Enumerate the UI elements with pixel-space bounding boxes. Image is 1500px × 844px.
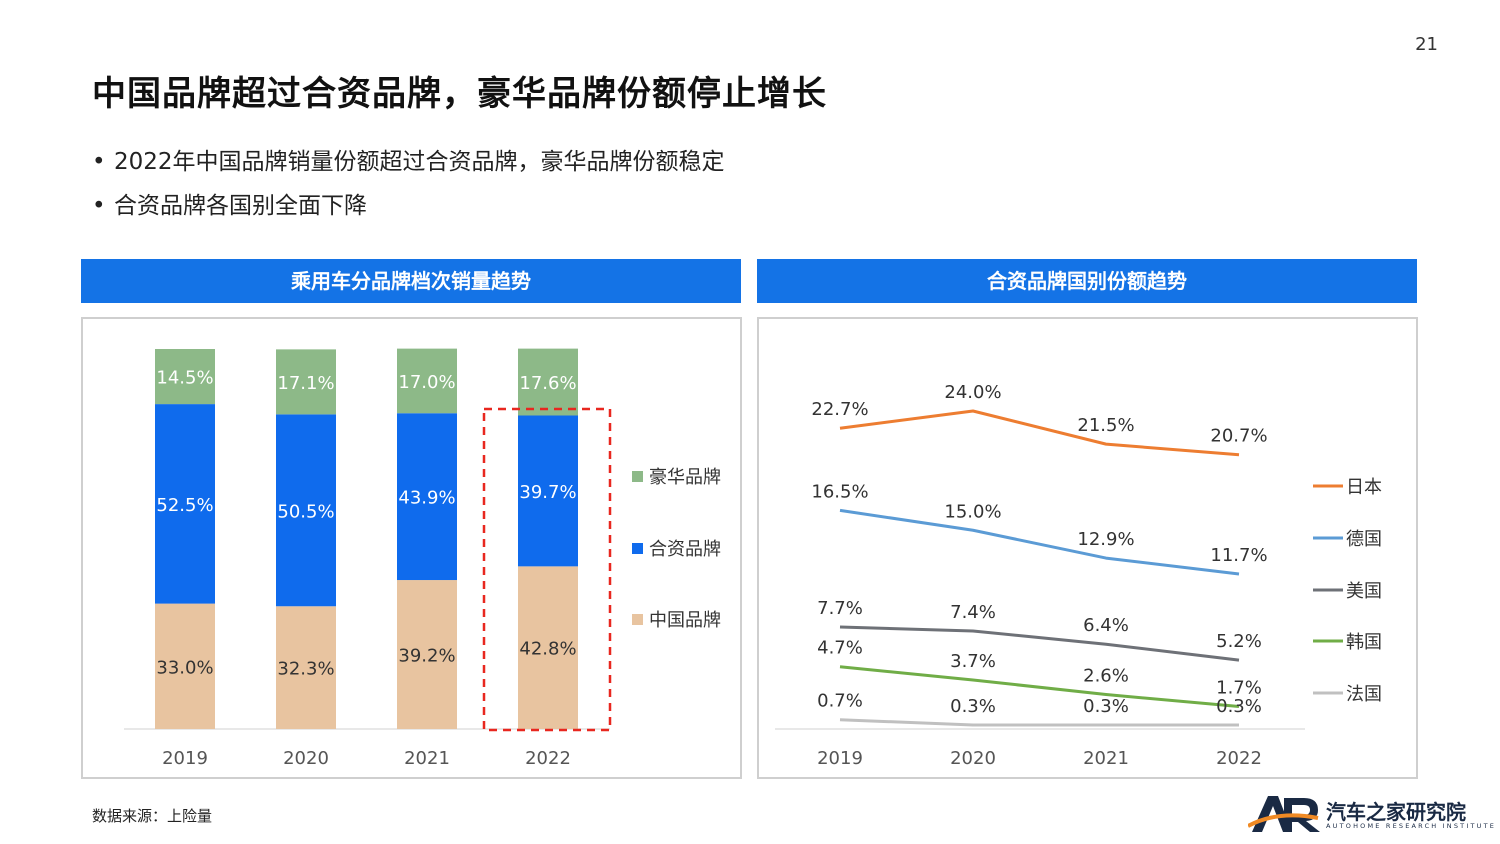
bar-segment xyxy=(155,349,215,405)
x-tick-label: 2022 xyxy=(1216,748,1262,769)
page-title: 中国品牌超过合资品牌，豪华品牌份额停止增长 xyxy=(92,74,827,114)
legend-label: 中国品牌 xyxy=(649,610,721,631)
data-label: 7.4% xyxy=(950,602,996,623)
data-label: 14.5% xyxy=(156,368,213,389)
data-label: 0.7% xyxy=(817,691,863,712)
series-line xyxy=(839,508,1240,576)
series-line xyxy=(839,718,1239,727)
legend-label: 豪华品牌 xyxy=(649,467,721,488)
bar-segment xyxy=(276,606,336,729)
data-label: 39.7% xyxy=(519,482,576,503)
data-label: 39.2% xyxy=(398,646,455,667)
legend-label: 韩国 xyxy=(1346,632,1382,653)
bullet-text: 2022年中国品牌销量份额超过合资品牌，豪华品牌份额稳定 xyxy=(114,149,725,175)
data-label: 11.7% xyxy=(1210,545,1267,566)
data-label: 32.3% xyxy=(277,659,334,680)
series-line xyxy=(839,409,1240,457)
data-label: 7.7% xyxy=(817,598,863,619)
logo-name: 汽车之家研究院 xyxy=(1326,800,1466,824)
bullet-item: • 2022年中国品牌销量份额超过合资品牌，豪华品牌份额稳定 xyxy=(92,149,725,175)
x-tick-label: 2020 xyxy=(283,748,329,769)
left-panel-title: 乘用车分品牌档次销量趋势 xyxy=(81,259,741,303)
logo: 汽车之家研究院 AUTOHOME RESEARCH INSTITUTE xyxy=(1248,792,1494,834)
data-label: 15.0% xyxy=(944,501,1001,522)
legend-label: 合资品牌 xyxy=(649,539,721,560)
data-label: 42.8% xyxy=(519,639,576,660)
bar-segment xyxy=(518,566,578,729)
legend-label: 法国 xyxy=(1346,684,1382,705)
series-line xyxy=(839,625,1240,662)
data-label: 21.5% xyxy=(1077,415,1134,436)
data-label: 1.7% xyxy=(1216,677,1262,698)
x-tick-label: 2020 xyxy=(950,748,996,769)
legend-label: 德国 xyxy=(1346,529,1382,550)
data-label: 6.4% xyxy=(1083,615,1129,636)
data-label: 24.0% xyxy=(944,382,1001,403)
data-label: 0.3% xyxy=(1083,696,1129,717)
data-label: 12.9% xyxy=(1077,529,1134,550)
bullet-text: 合资品牌各国别全面下降 xyxy=(114,193,367,219)
data-label: 16.5% xyxy=(811,481,868,502)
x-tick-label: 2019 xyxy=(162,748,208,769)
left-chart-box xyxy=(81,317,742,779)
bar-segment xyxy=(276,414,336,607)
legend-swatch xyxy=(632,614,643,625)
legend-label: 美国 xyxy=(1346,581,1382,602)
logo-subtitle: AUTOHOME RESEARCH INSTITUTE xyxy=(1326,822,1497,830)
data-label: 0.3% xyxy=(1216,696,1262,717)
bar-segment xyxy=(397,580,457,729)
bar-segment xyxy=(155,404,215,604)
bar-segment xyxy=(276,349,336,415)
legend-swatch xyxy=(632,471,643,482)
legend-swatch xyxy=(632,543,643,554)
bar-segment xyxy=(397,413,457,581)
data-label: 33.0% xyxy=(156,657,213,678)
bullet-list: • 2022年中国品牌销量份额超过合资品牌，豪华品牌份额稳定 • 合资品牌各国别全面… xyxy=(92,142,725,230)
logo-icon xyxy=(1248,796,1320,832)
data-label: 50.5% xyxy=(277,501,334,522)
right-chart-box xyxy=(757,317,1418,779)
data-source: 数据来源：上险量 xyxy=(92,807,213,825)
bar-segment xyxy=(397,348,457,414)
bar-segment xyxy=(518,415,578,567)
x-tick-label: 2021 xyxy=(404,748,450,769)
data-label: 5.2% xyxy=(1216,631,1262,652)
legend-label: 日本 xyxy=(1346,477,1382,498)
bar-segment xyxy=(518,348,578,416)
page-number: 21 xyxy=(1415,34,1438,55)
bar-segment xyxy=(155,603,215,729)
x-tick-label: 2021 xyxy=(1083,748,1129,769)
x-tick-label: 2022 xyxy=(525,748,571,769)
data-label: 22.7% xyxy=(811,399,868,420)
data-label: 52.5% xyxy=(156,495,213,516)
data-label: 4.7% xyxy=(817,638,863,659)
data-label: 2.6% xyxy=(1083,666,1129,687)
right-panel-title: 合资品牌国别份额趋势 xyxy=(757,259,1417,303)
series-line xyxy=(839,665,1240,708)
data-label: 17.0% xyxy=(398,372,455,393)
bullet-item: • 合资品牌各国别全面下降 xyxy=(92,193,367,219)
data-label: 43.9% xyxy=(398,488,455,509)
data-label: 3.7% xyxy=(950,651,996,672)
data-label: 20.7% xyxy=(1210,426,1267,447)
data-label: 17.1% xyxy=(277,373,334,394)
data-label: 0.3% xyxy=(950,696,996,717)
x-tick-label: 2019 xyxy=(817,748,863,769)
highlight-box xyxy=(482,407,612,732)
data-label: 17.6% xyxy=(519,373,576,394)
